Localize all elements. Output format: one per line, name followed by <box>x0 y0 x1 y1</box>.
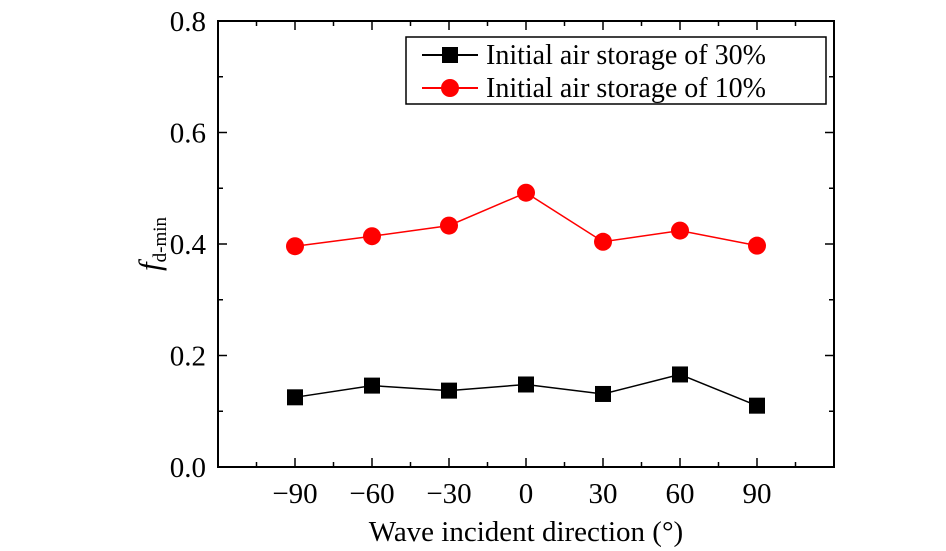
legend-label-30: Initial air storage of 30% <box>486 40 766 71</box>
data-series <box>286 183 766 414</box>
x-tick-label: 90 <box>743 478 772 510</box>
legend-marker-circle <box>441 79 459 97</box>
y-tick-label: 0.6 <box>170 118 206 150</box>
data-point-square <box>672 366 688 383</box>
x-tick-label: −90 <box>272 478 317 510</box>
data-point-square <box>287 389 303 406</box>
y-axis-title-sub: d-min <box>150 216 171 262</box>
y-tick-label: 0.2 <box>170 341 206 373</box>
legend-box <box>405 36 827 105</box>
data-point-circle <box>594 232 612 251</box>
data-point-square <box>749 397 765 414</box>
x-tick-label: −60 <box>349 478 394 510</box>
y-tick-label: 0.4 <box>170 229 207 261</box>
data-point-square <box>518 376 534 393</box>
data-point-circle <box>286 237 304 256</box>
y-tick-label: 0.8 <box>170 6 206 38</box>
x-tick-label: −30 <box>426 478 471 510</box>
x-tick-label: 0 <box>519 478 534 510</box>
data-point-circle <box>517 183 535 202</box>
data-point-square <box>441 382 457 399</box>
svg-text:fd-min: fd-min <box>132 216 171 271</box>
x-tick-label: 60 <box>666 478 695 510</box>
data-point-circle <box>671 221 689 240</box>
data-point-circle <box>440 216 458 235</box>
y-axis-title: fd-min <box>132 216 171 271</box>
x-axis-ticks: −90 −60 −30 0 30 60 90 <box>255 21 797 510</box>
data-point-square <box>595 385 611 402</box>
data-point-square <box>364 377 380 394</box>
y-axis-ticks: 0.0 0.2 0.4 0.6 0.8 <box>170 6 834 484</box>
data-point-circle <box>363 227 381 246</box>
y-tick-label: 0.0 <box>170 452 206 484</box>
data-point-circle <box>748 236 766 255</box>
x-axis-title: Wave incident direction (°) <box>369 516 683 548</box>
legend-marker-square <box>442 47 458 63</box>
legend: Initial air storage of 30% Initial air s… <box>405 36 827 105</box>
legend-label-10: Initial air storage of 10% <box>486 73 766 104</box>
x-tick-label: 30 <box>589 478 618 510</box>
